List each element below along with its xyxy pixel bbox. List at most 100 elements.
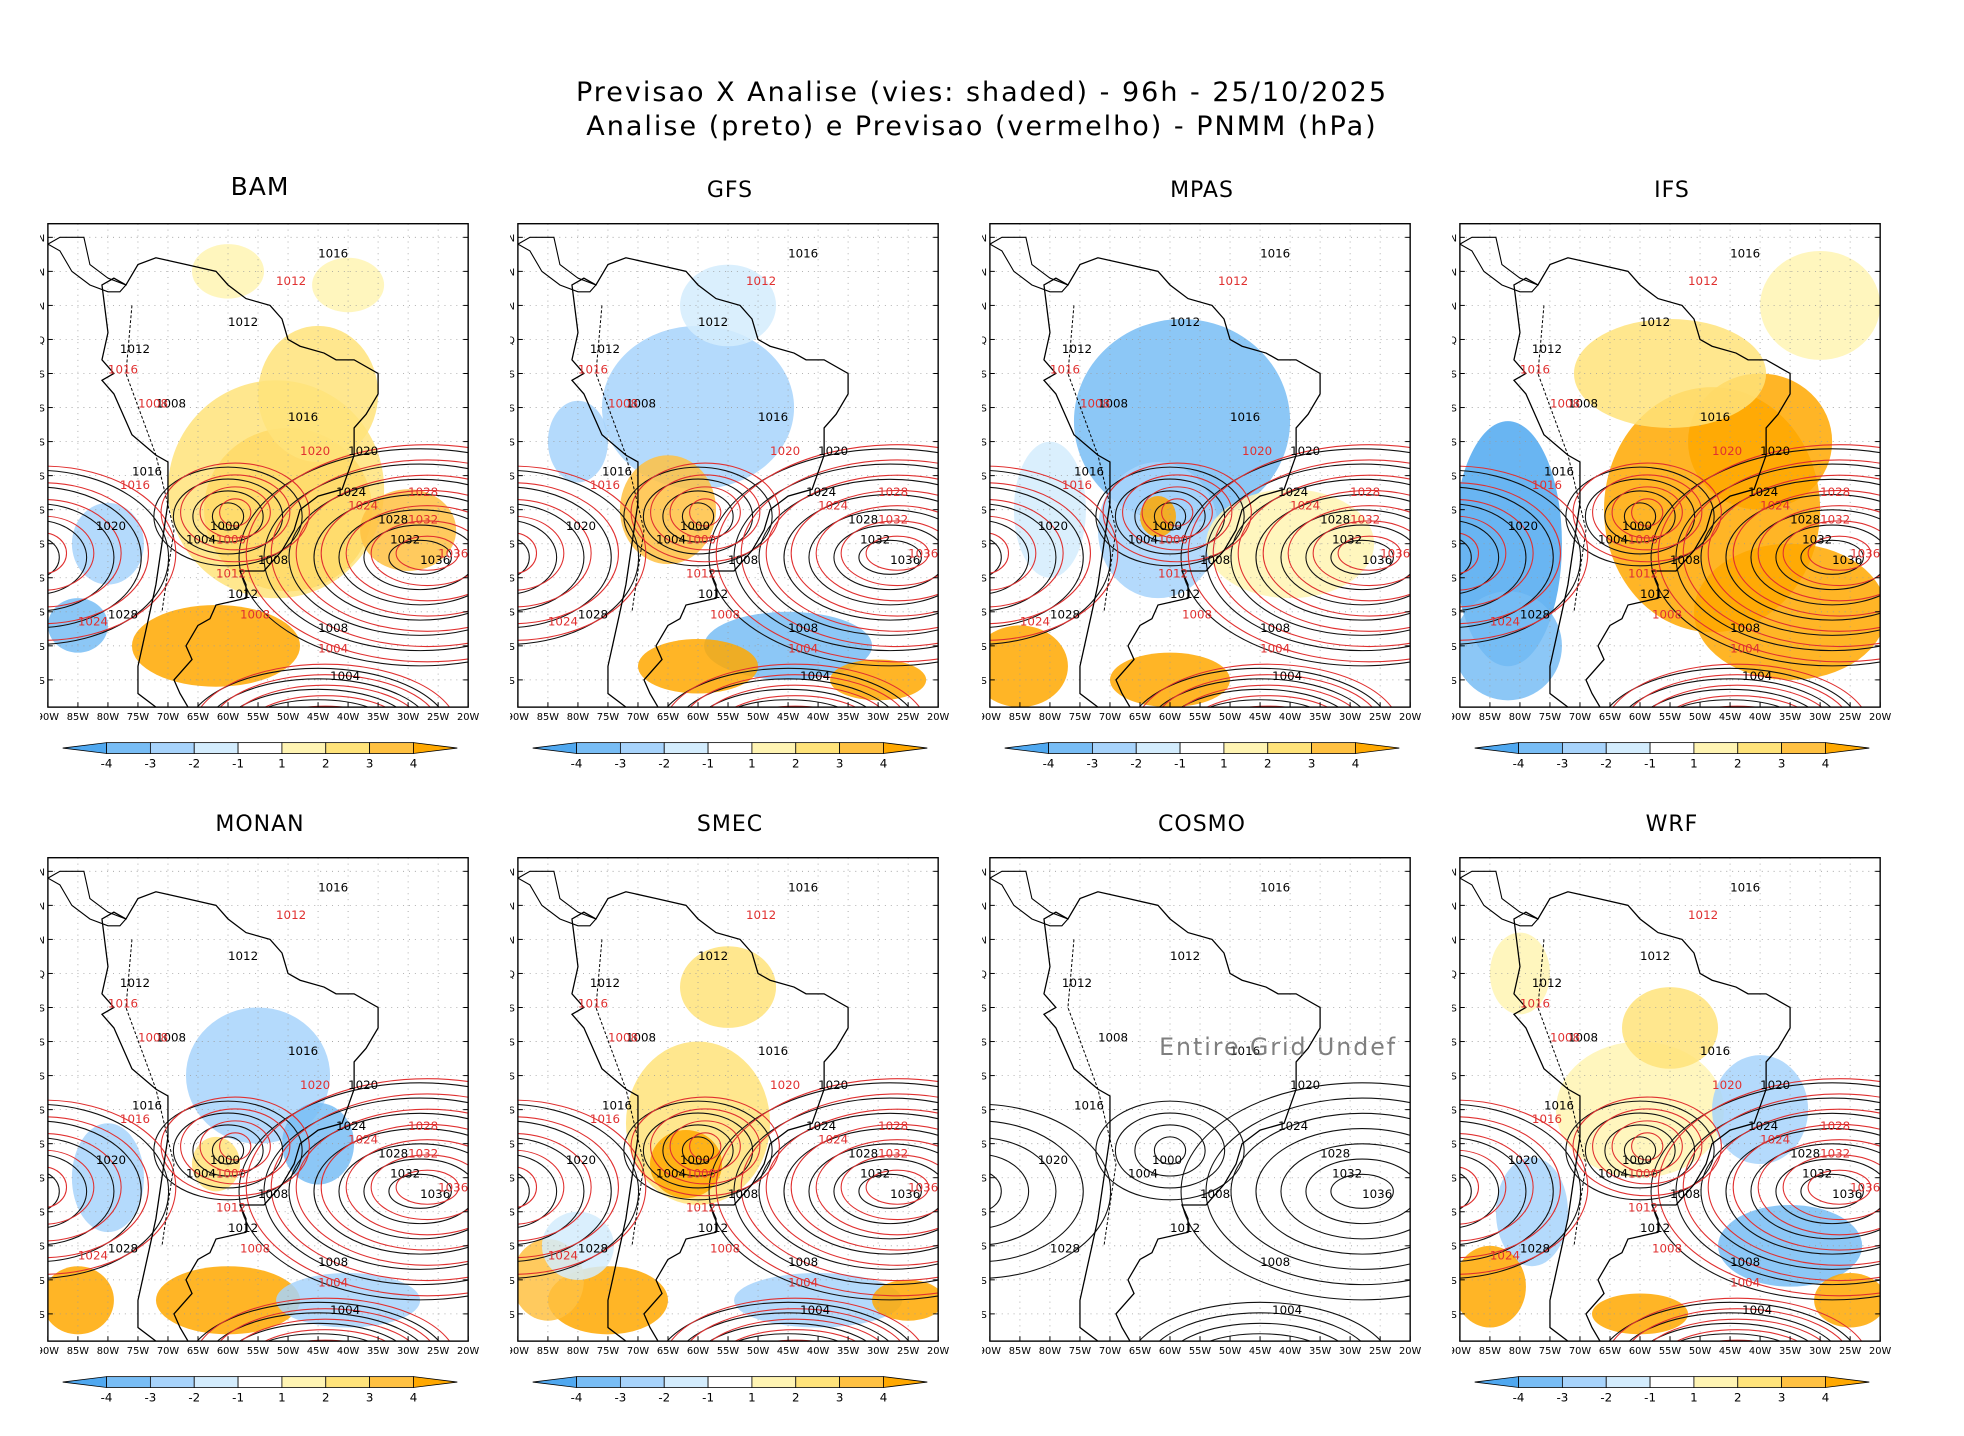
analysis-isobar-label: 1036	[1832, 553, 1862, 567]
lat-tick-label: 45S	[40, 1276, 45, 1287]
bias-area	[679, 264, 777, 347]
lon-tick-label: 35W	[1779, 712, 1802, 723]
lon-tick-label: 20W	[457, 712, 480, 723]
analysis-isobar-label: 1008	[1260, 621, 1290, 635]
lon-tick-label: 75W	[597, 712, 620, 723]
forecast-isobar-label: 1036	[908, 546, 938, 560]
lon-tick-label: 85W	[1479, 1346, 1502, 1357]
lon-tick-label: 80W	[567, 712, 590, 723]
analysis-isobar-label: 1004	[1128, 533, 1158, 547]
analysis-isobar-label: 1020	[818, 1078, 848, 1092]
lon-tick-label: 40W	[1749, 712, 1772, 723]
lat-tick-label: 10S	[982, 403, 987, 414]
analysis-isobar-label: 1008	[318, 621, 348, 635]
lat-tick-label: 5N	[510, 935, 515, 946]
colorbar-label: 1	[1690, 756, 1698, 770]
lat-tick-label: 25S	[1452, 1140, 1457, 1151]
forecast-isobar-label: 1016	[590, 478, 620, 492]
colorbar: -4 -3 -2 -1 1 2 3 4	[1004, 742, 1400, 770]
colorbar-label: -3	[614, 1390, 626, 1404]
forecast-isobar-label: 1008	[1550, 397, 1580, 411]
colorbar-label: -1	[232, 756, 244, 770]
map-wrf: 1016101210121008101610201024102810321036…	[1452, 857, 1892, 1404]
lat-tick-label: 15N	[1452, 867, 1457, 878]
bias-area	[1459, 591, 1562, 701]
lat-tick-label: 5S	[982, 369, 987, 380]
figure-title: Previsao X Analise (vies: shaded) - 96h …	[575, 77, 1388, 108]
colorbar-label: -3	[614, 756, 626, 770]
analysis-isobar-label: 1024	[1278, 1119, 1308, 1133]
lat-tick-label: 20S	[510, 1106, 515, 1117]
colorbar-label: 2	[792, 756, 800, 770]
coastline	[1512, 257, 1791, 708]
colorbar-label: -1	[1174, 756, 1186, 770]
lon-tick-label: 85W	[67, 1346, 90, 1357]
map-monan: 1016101210121008101610201024102810321036…	[40, 857, 480, 1404]
colorbar-label: 1	[748, 756, 756, 770]
lon-tick-label: 85W	[537, 712, 560, 723]
lon-tick-label: 70W	[627, 712, 650, 723]
lon-tick-label: 30W	[1809, 712, 1832, 723]
analysis-isobar-label: 1020	[1290, 444, 1320, 458]
analysis-isobar-label: 1012	[590, 976, 620, 990]
analysis-isobar-label: 1012	[590, 342, 620, 356]
lat-tick-label: 15S	[510, 438, 515, 449]
coastline	[570, 891, 849, 1342]
lat-tick-label: 50S	[1452, 1310, 1457, 1321]
lat-tick-label: EQ	[1452, 335, 1457, 346]
lon-tick-label: 45W	[1249, 712, 1272, 723]
lon-tick-label: 55W	[1659, 712, 1682, 723]
lat-tick-label: 35S	[1452, 1208, 1457, 1219]
colorbar-label: -2	[658, 1390, 670, 1404]
forecast-isobar-label: 1016	[578, 363, 608, 377]
analysis-isobar-label: 1008	[728, 1187, 758, 1201]
forecast-isobar-label: 1028	[1820, 485, 1850, 499]
forecast-isobar-label: 1008	[240, 608, 270, 622]
lon-tick-label: 35W	[1309, 1346, 1332, 1357]
analysis-isobar-label: 1012	[1640, 587, 1670, 601]
bias-area	[1760, 250, 1881, 360]
colorbar: -4 -3 -2 -1 1 2 3 4	[532, 742, 928, 770]
forecast-isobar-label: 1036	[1850, 1180, 1880, 1194]
forecast-isobar-label: 1024	[78, 1248, 108, 1262]
lat-tick-label: 35S	[510, 1208, 515, 1219]
lon-tick-label: 30W	[867, 1346, 890, 1357]
analysis-isobar-label: 1020	[348, 1078, 378, 1092]
forecast-isobar-label: 1024	[1760, 1133, 1790, 1147]
lon-tick-label: 75W	[1539, 1346, 1562, 1357]
analysis-isobar-label: 1008	[1670, 1187, 1700, 1201]
analysis-isobar-label: 1016	[1700, 1044, 1730, 1058]
analysis-isobar-label: 1028	[1050, 1242, 1080, 1256]
lat-tick-label: 10N	[40, 901, 45, 912]
analysis-isobar-label: 1012	[228, 587, 258, 601]
panel-title-monan: MONAN	[215, 812, 305, 837]
lon-tick-label: 60W	[1159, 1346, 1182, 1357]
analysis-isobar-label: 1008	[788, 621, 818, 635]
forecast-isobar-label: 1004	[788, 642, 818, 656]
lat-tick-label: 40S	[982, 608, 987, 619]
analysis-isobar-label: 1004	[656, 1167, 686, 1181]
analysis-isobar-label: 1028	[1320, 1146, 1350, 1160]
lon-tick-label: 50W	[1219, 1346, 1242, 1357]
analysis-isobar-label: 1012	[698, 949, 728, 963]
lon-tick-label: 70W	[1569, 1346, 1592, 1357]
coastline	[100, 257, 379, 708]
analysis-isobar-label: 1028	[578, 1242, 608, 1256]
analysis-isobar-label: 1028	[1050, 608, 1080, 622]
lat-tick-label: 40S	[510, 1242, 515, 1253]
lon-tick-label: 65W	[187, 1346, 210, 1357]
lat-tick-label: 5N	[510, 301, 515, 312]
bias-area	[47, 1266, 114, 1335]
map-bam: 1016101210121008101610201024102810321036…	[40, 223, 480, 770]
analysis-isobar-label: 1004	[1272, 1303, 1302, 1317]
analysis-isobar-label: 1004	[800, 1303, 830, 1317]
analysis-isobar-label: 1000	[210, 519, 240, 533]
lat-tick-label: 45S	[982, 1276, 987, 1287]
panel-monan: MONAN 1016 1012 1012 1008 1016 1020 1024 1028 103…	[40, 812, 480, 1422]
lon-tick-label: 55W	[1659, 1346, 1682, 1357]
forecast-isobar-label: 1008	[608, 397, 638, 411]
colorbar-label: 2	[1264, 756, 1272, 770]
analysis-isobar-label: 1032	[860, 533, 890, 547]
lon-tick-label: 80W	[1039, 712, 1062, 723]
lat-tick-label: 50S	[982, 676, 987, 687]
